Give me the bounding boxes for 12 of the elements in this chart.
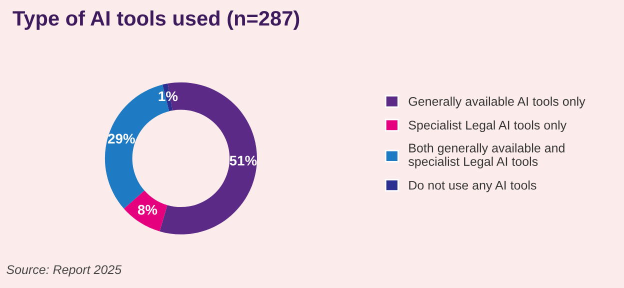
legend-label: Both generally available and specialist Legal AI tools (408, 143, 564, 168)
chart-title: Type of AI tools used (n=287) (12, 10, 300, 30)
legend-label: Generally available AI tools only (408, 96, 586, 108)
legend-label: Specialist Legal AI tools only (408, 120, 567, 132)
data-label: 1% (158, 91, 178, 102)
source-note: Source: Report 2025 (6, 265, 122, 277)
data-label: 29% (108, 134, 135, 144)
donut-slice (124, 190, 168, 232)
data-label: 8% (138, 204, 158, 215)
legend-label: Do not use any AI tools (409, 180, 536, 192)
data-label: 51% (230, 156, 257, 166)
donut-slice (160, 82, 257, 234)
